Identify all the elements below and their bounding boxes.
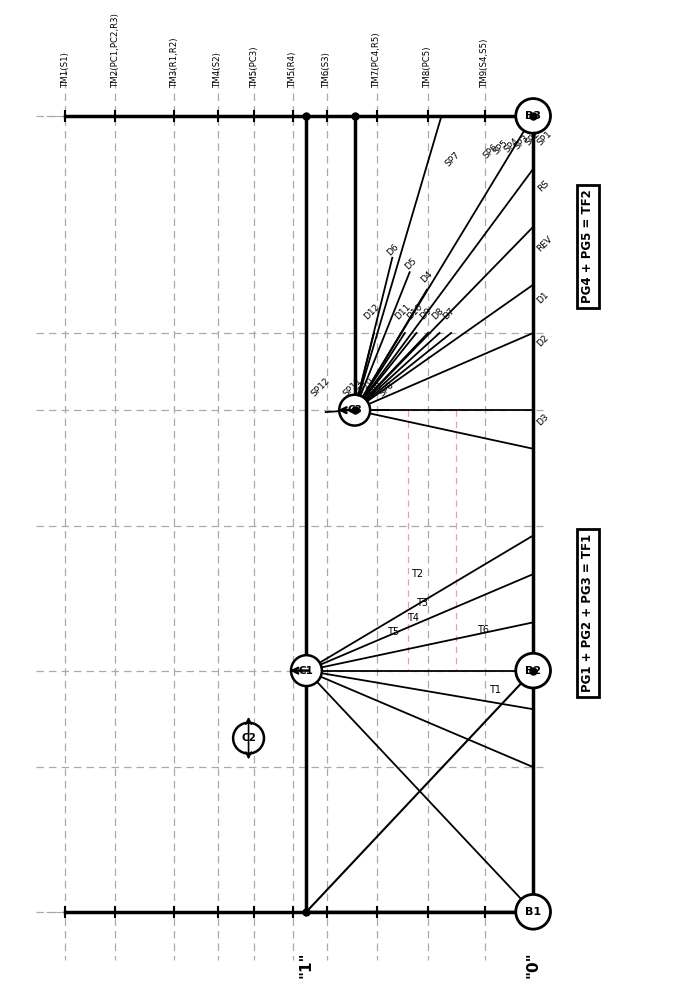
Text: D6: D6 (386, 242, 401, 258)
Text: RS: RS (536, 179, 551, 194)
Circle shape (515, 653, 551, 688)
Text: T4: T4 (406, 613, 419, 623)
Text: T5: T5 (387, 627, 399, 637)
Text: C3: C3 (347, 405, 362, 415)
Text: TM4(S2): TM4(S2) (214, 51, 223, 87)
Text: TM1(S1): TM1(S1) (61, 51, 70, 87)
Text: SP1: SP1 (535, 129, 553, 147)
Text: T2: T2 (411, 569, 424, 579)
Text: D10: D10 (405, 302, 424, 321)
Text: D8: D8 (430, 306, 445, 321)
Text: D3: D3 (535, 412, 550, 427)
Text: TM6(S3): TM6(S3) (322, 51, 331, 87)
Text: D9: D9 (419, 306, 434, 321)
Text: SP7: SP7 (444, 150, 462, 168)
Text: PG1 + PG2 + PG3 = TF1: PG1 + PG2 + PG3 = TF1 (581, 534, 594, 692)
Text: SP11: SP11 (341, 376, 364, 399)
Text: D7: D7 (442, 306, 457, 321)
Text: D12: D12 (362, 302, 381, 321)
Text: "1": "1" (299, 952, 314, 978)
Circle shape (291, 655, 322, 686)
Text: SP2: SP2 (524, 129, 542, 147)
Text: "0": "0" (526, 952, 540, 978)
Circle shape (339, 395, 370, 426)
Text: TM3(R1,R2): TM3(R1,R2) (170, 36, 179, 87)
Text: REV: REV (535, 235, 554, 254)
Text: B2: B2 (525, 666, 541, 676)
Text: C2: C2 (241, 733, 256, 743)
Text: D1: D1 (535, 290, 550, 305)
Text: D4: D4 (419, 269, 435, 285)
Text: TM7(PC4,R5): TM7(PC4,R5) (372, 31, 381, 87)
Text: SP8: SP8 (377, 380, 396, 399)
Text: SP6: SP6 (481, 142, 500, 161)
Text: D5: D5 (403, 256, 418, 271)
Text: D2: D2 (535, 333, 550, 348)
Text: SP5: SP5 (492, 139, 510, 157)
Circle shape (233, 723, 264, 754)
Text: TM9(S4,S5): TM9(S4,S5) (480, 38, 489, 87)
Text: T1: T1 (489, 685, 500, 695)
Text: TM5(R4): TM5(R4) (288, 51, 297, 87)
Text: D11: D11 (393, 302, 413, 321)
Text: SP12: SP12 (310, 376, 332, 399)
Text: SP9: SP9 (367, 380, 385, 399)
Text: PG4 + PG5 = TF2: PG4 + PG5 = TF2 (581, 189, 594, 303)
Text: B1: B1 (525, 907, 541, 917)
Text: SP10: SP10 (353, 376, 375, 399)
Text: T3: T3 (416, 598, 428, 608)
Text: SP4: SP4 (502, 136, 520, 154)
Text: B3: B3 (525, 111, 541, 121)
Text: TM2(PC1,PC2,R3): TM2(PC1,PC2,R3) (111, 12, 120, 87)
Text: SP3: SP3 (513, 133, 531, 151)
Text: T6: T6 (477, 625, 489, 635)
Text: TM5(PC3): TM5(PC3) (250, 45, 259, 87)
Circle shape (515, 99, 551, 133)
Circle shape (515, 894, 551, 929)
Text: TM8(PC5): TM8(PC5) (424, 45, 433, 87)
Text: C1: C1 (299, 666, 314, 676)
